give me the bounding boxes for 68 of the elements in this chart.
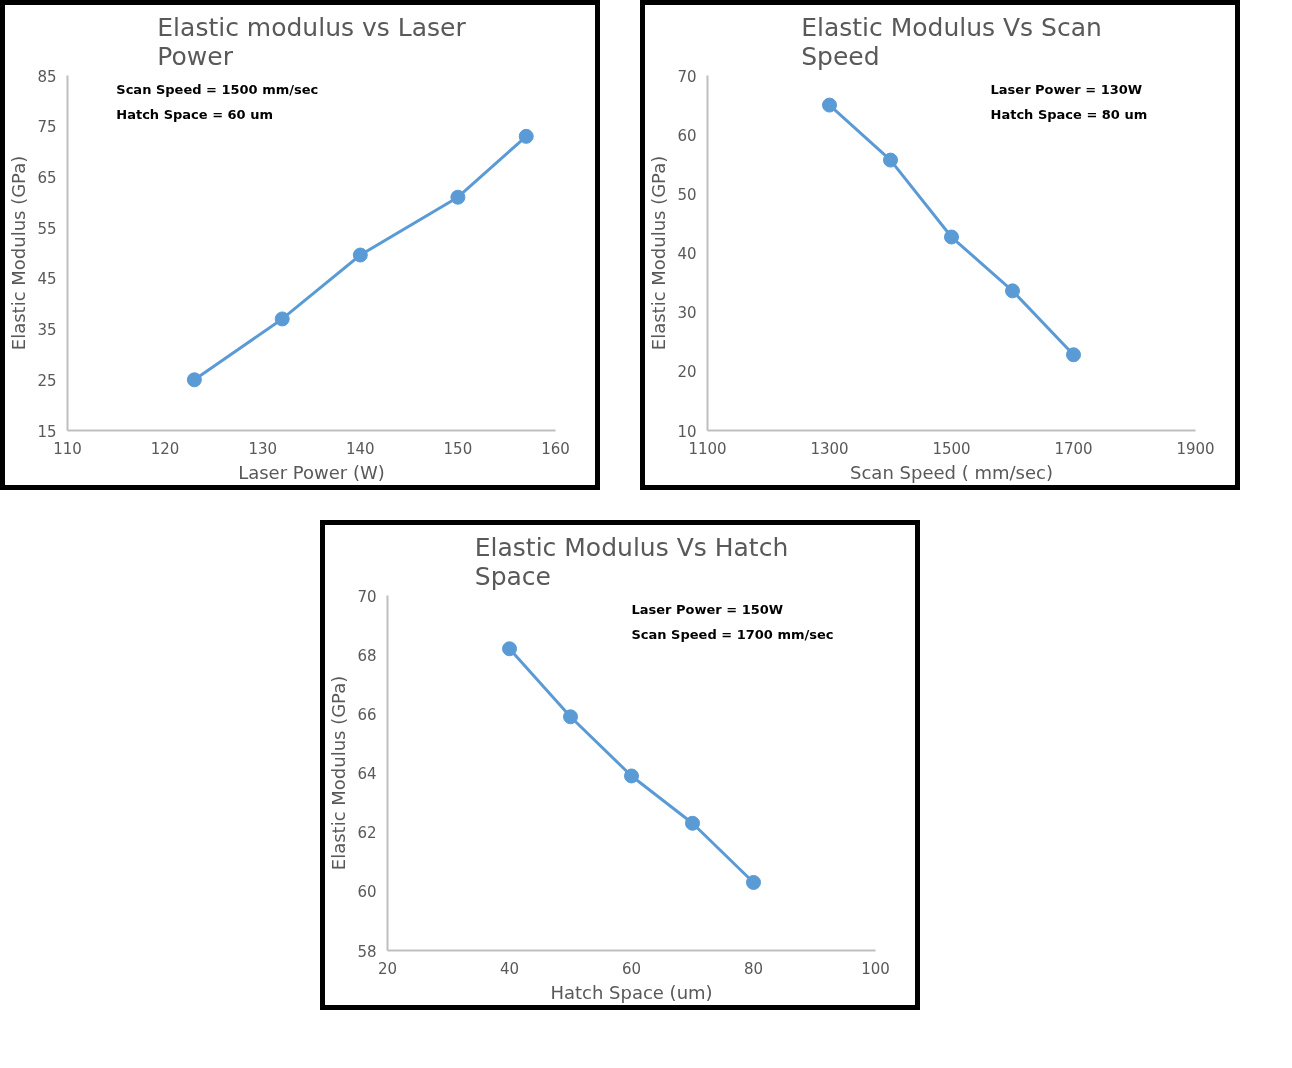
- point: [518, 128, 534, 144]
- y-tick-label: 65: [37, 168, 57, 187]
- x-tick-label: 1900: [1176, 439, 1215, 458]
- y-tick-label: 64: [357, 765, 377, 783]
- y-tick-label: 45: [37, 270, 57, 289]
- y-axis-title: Elastic Modulus (GPa): [648, 155, 670, 351]
- chart-title: Elastic modulus vs Laser Power: [157, 12, 467, 71]
- annotation: Scan Speed = 1700 mm/sec: [631, 627, 834, 643]
- y-tick-label: 70: [357, 587, 377, 606]
- point: [563, 709, 578, 725]
- annotation: Hatch Space = 60 um: [116, 107, 273, 123]
- y-axis-title: Elastic Modulus (GPa): [328, 675, 350, 871]
- point: [685, 815, 700, 831]
- annotation: Hatch Space = 80 um: [990, 107, 1148, 123]
- y-tick-label: 25: [37, 371, 57, 390]
- annotation: Laser Power = 150W: [631, 602, 784, 618]
- x-tick-label: 100: [861, 959, 890, 978]
- y-tick-label: 50: [677, 185, 697, 204]
- y-tick-label: 66: [357, 705, 377, 724]
- point: [944, 229, 959, 245]
- y-tick-label: 55: [37, 219, 57, 238]
- y-tick-label: 70: [677, 67, 697, 86]
- y-tick-label: 40: [677, 245, 697, 263]
- x-tick-label: 1300: [810, 439, 849, 458]
- y-axis-title: Elastic Modulus (GPa): [8, 155, 30, 351]
- y-tick-label: 68: [357, 646, 377, 665]
- x-tick-label: 1100: [688, 439, 727, 458]
- y-tick-label: 60: [357, 883, 377, 902]
- x-axis-title: Scan Speed ( mm/sec): [850, 461, 1053, 483]
- chart-title: Elastic Modulus Vs Scan Speed: [801, 12, 1102, 71]
- annotation: Scan Speed = 1500 mm/sec: [116, 82, 319, 98]
- x-axis-title: Laser Power (W): [238, 461, 385, 483]
- x-tick-label: 120: [150, 439, 180, 458]
- x-tick-label: 140: [345, 439, 375, 458]
- x-tick-label: 150: [443, 439, 473, 458]
- x-axis-title: Hatch Space (um): [550, 981, 713, 1003]
- x-tick-label: 160: [541, 439, 570, 458]
- chart-title: Elastic Modulus Vs Hatch Space: [474, 532, 789, 591]
- y-tick-label: 62: [357, 824, 377, 843]
- x-tick-label: 80: [743, 959, 764, 978]
- y-tick-label: 75: [37, 118, 57, 137]
- point: [746, 874, 761, 890]
- x-tick-label: 1500: [932, 439, 971, 458]
- y-tick-label: 35: [37, 321, 57, 340]
- y-tick-label: 20: [677, 363, 697, 382]
- point: [822, 97, 837, 113]
- y-tick-label: 58: [357, 942, 377, 961]
- y-tick-label: 15: [37, 422, 57, 441]
- y-tick-label: 85: [37, 67, 57, 86]
- x-tick-label: 40: [499, 959, 520, 978]
- point: [502, 641, 517, 657]
- point: [624, 768, 639, 784]
- y-tick-label: 10: [677, 422, 697, 441]
- point: [450, 189, 466, 205]
- point: [1005, 283, 1020, 299]
- point: [1066, 347, 1081, 363]
- point: [274, 311, 290, 327]
- annotation: Laser Power = 130W: [990, 82, 1143, 98]
- point: [883, 152, 898, 168]
- x-tick-label: 20: [377, 959, 398, 978]
- point: [352, 247, 368, 263]
- x-tick-label: 110: [53, 439, 82, 458]
- point: [186, 372, 202, 388]
- x-tick-label: 60: [621, 959, 642, 978]
- y-tick-label: 60: [677, 126, 697, 145]
- x-tick-label: 130: [248, 439, 278, 458]
- y-tick-label: 30: [677, 304, 697, 323]
- x-tick-label: 1700: [1054, 439, 1093, 458]
